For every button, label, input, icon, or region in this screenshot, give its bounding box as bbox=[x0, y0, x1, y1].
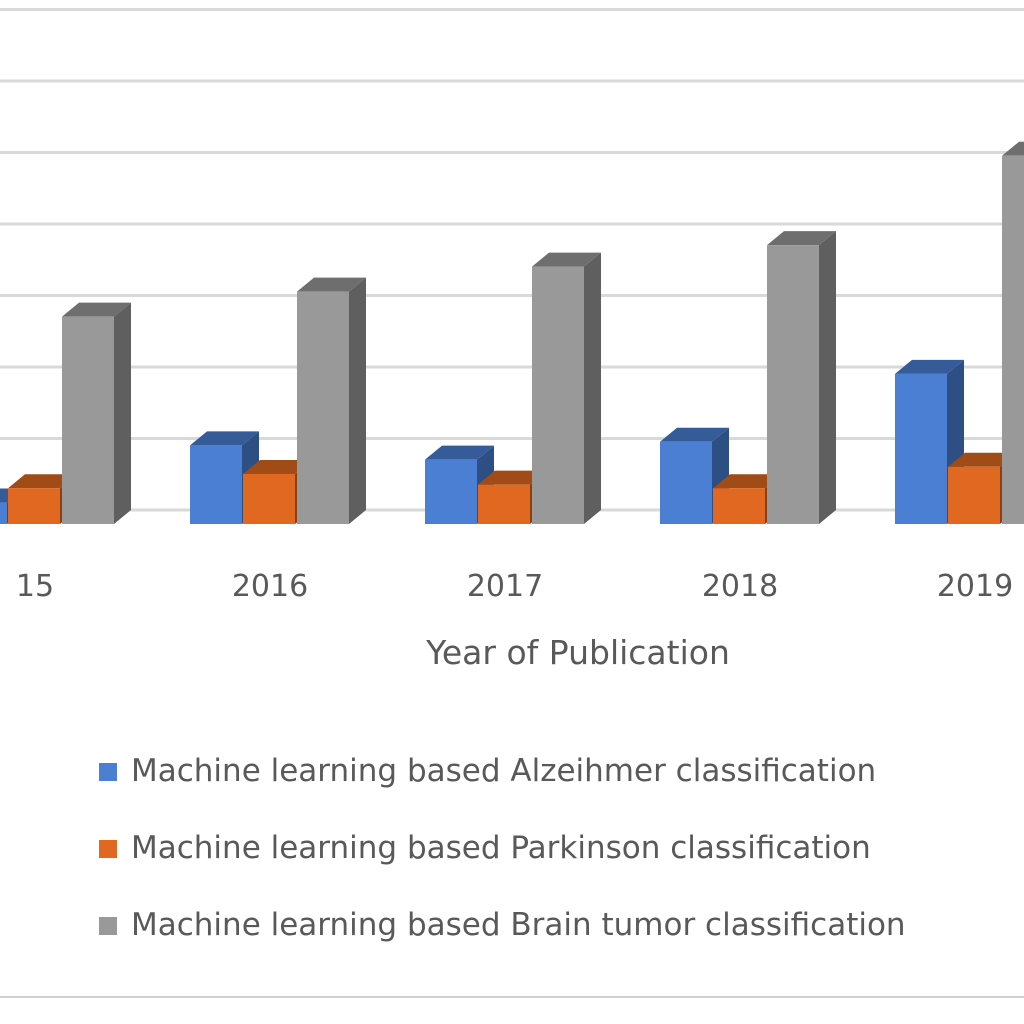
x-tick-label: 2017 bbox=[467, 569, 543, 604]
gridlines bbox=[0, 8, 1024, 512]
legend-swatch bbox=[99, 763, 117, 781]
bar bbox=[1002, 141, 1024, 524]
x-tick-label: 15 bbox=[16, 569, 54, 604]
legend-label: Machine learning based Brain tumor class… bbox=[131, 907, 906, 943]
bars bbox=[0, 141, 1024, 524]
x-tick-label: 2019 bbox=[937, 569, 1013, 604]
chart-frame-bottom bbox=[0, 996, 1024, 998]
x-tick-labels: 15 2016 2017 2018 2019 bbox=[16, 569, 1013, 604]
bar bbox=[767, 231, 836, 524]
legend: Machine learning based Alzeihmer classif… bbox=[99, 753, 906, 943]
x-tick-label: 2016 bbox=[232, 569, 308, 604]
legend-label: Machine learning based Alzeihmer classif… bbox=[131, 753, 876, 789]
x-tick-label: 2018 bbox=[702, 569, 778, 604]
bar bbox=[532, 252, 601, 524]
legend-swatch bbox=[99, 917, 117, 935]
bar bbox=[297, 277, 366, 524]
bar bbox=[62, 302, 131, 524]
legend-label: Machine learning based Parkinson classif… bbox=[131, 830, 871, 866]
x-axis-label: Year of Publication bbox=[425, 633, 730, 672]
legend-swatch bbox=[99, 840, 117, 858]
